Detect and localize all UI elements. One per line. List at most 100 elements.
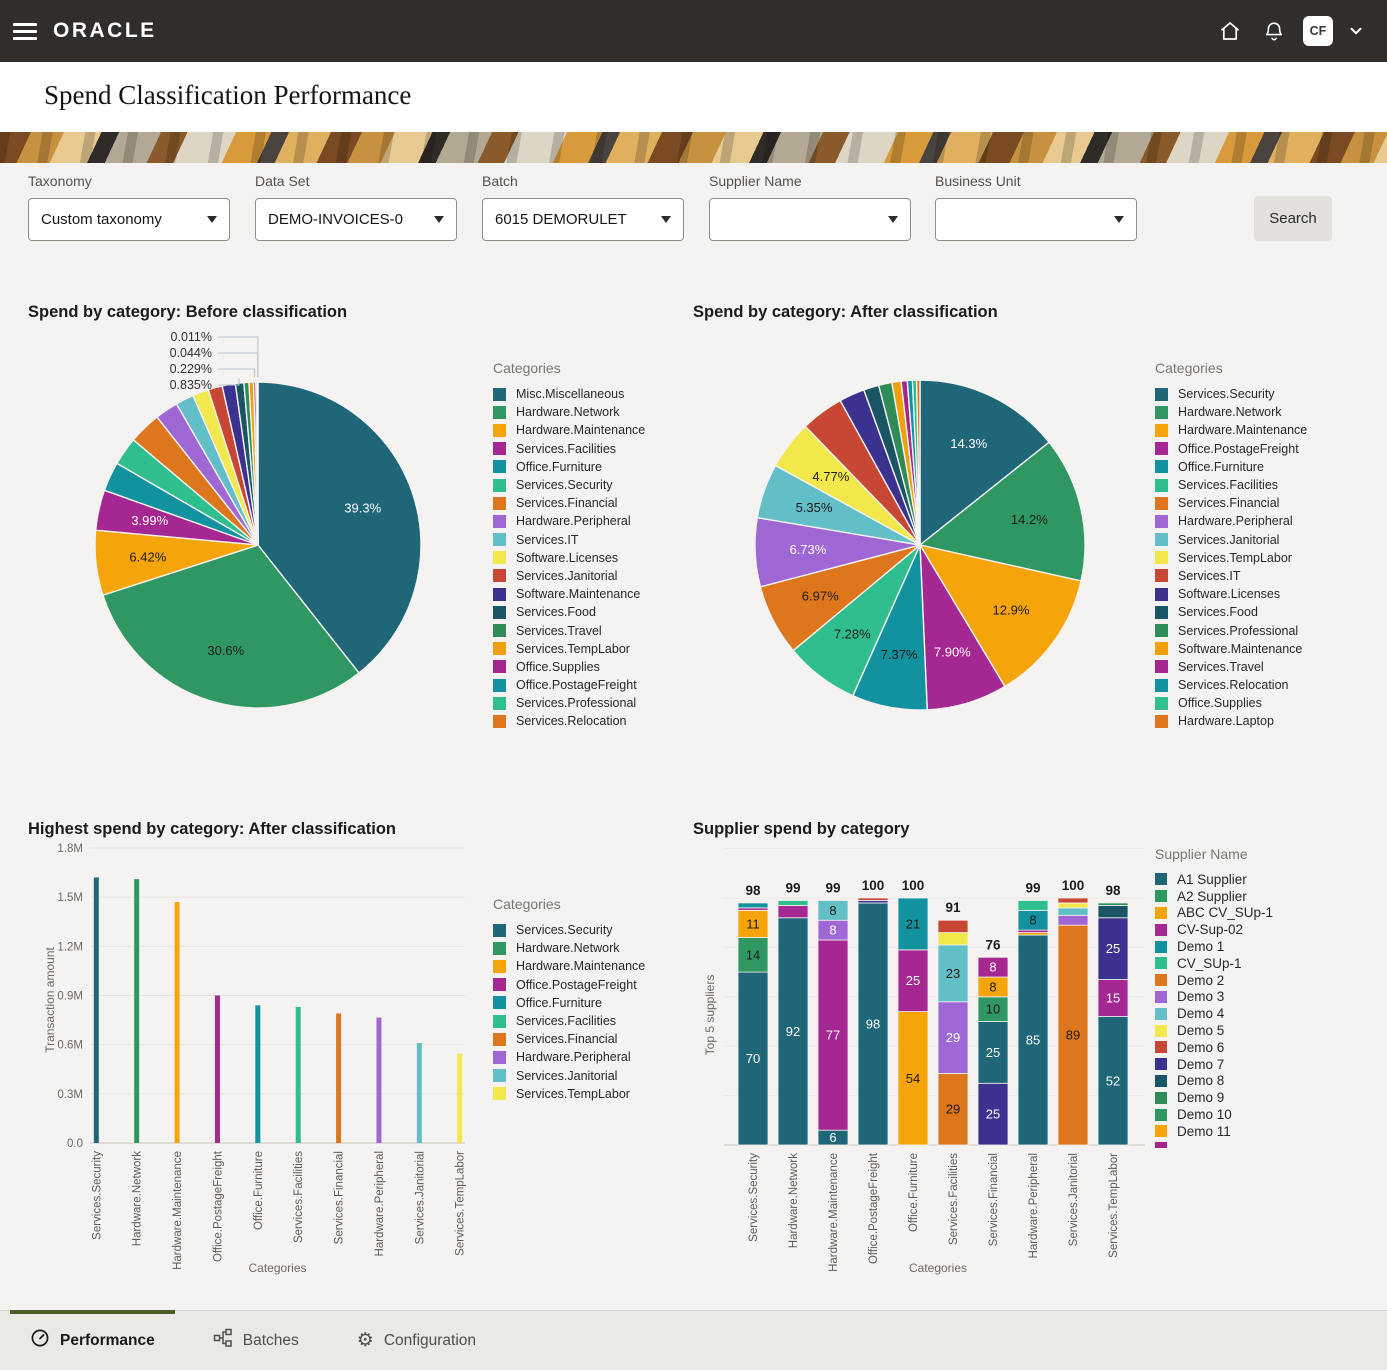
batch-select[interactable]: 6015 DEMORULET: [482, 198, 684, 241]
stacked-segment[interactable]: [857, 897, 889, 901]
legend-item[interactable]: Hardware.Maintenance: [493, 957, 708, 975]
stacked-segment[interactable]: [937, 919, 969, 933]
stacked-segment[interactable]: [777, 917, 809, 1146]
legend-item[interactable]: Demo 2: [1155, 972, 1370, 989]
legend-item[interactable]: Hardware.Network: [493, 939, 708, 957]
legend-item[interactable]: Services.Janitorial: [1155, 531, 1370, 549]
legend-item[interactable]: Services.Janitorial: [493, 567, 708, 585]
bar[interactable]: [376, 1017, 382, 1143]
notifications-bell-icon[interactable]: [1259, 16, 1289, 46]
legend-item[interactable]: CV_SUp-1: [1155, 955, 1370, 972]
legend-item[interactable]: Services.Relocation: [1155, 676, 1370, 694]
stacked-segment[interactable]: [977, 956, 1009, 978]
legend-item[interactable]: Misc.Miscellaneous: [493, 385, 708, 403]
legend-item[interactable]: Services.IT: [493, 531, 708, 549]
pie-slice[interactable]: [915, 379, 921, 546]
legend-item[interactable]: A1 Supplier: [1155, 871, 1370, 888]
pie-slice[interactable]: [918, 543, 1082, 688]
legend-item[interactable]: Demo 8: [1155, 1073, 1370, 1090]
bar[interactable]: [214, 995, 220, 1144]
legend-item[interactable]: Office.Furniture: [493, 458, 708, 476]
legend-item[interactable]: Demo 1: [1155, 938, 1370, 955]
bar[interactable]: [134, 879, 140, 1143]
pie-slice[interactable]: [919, 379, 1051, 547]
legend-item[interactable]: A2 Supplier: [1155, 888, 1370, 905]
legend-item[interactable]: Office.Furniture: [493, 994, 708, 1012]
data-set-select[interactable]: DEMO-INVOICES-0: [255, 198, 457, 241]
legend-item[interactable]: CV-Sup-02: [1155, 921, 1370, 938]
stacked-segment[interactable]: [737, 902, 769, 909]
legend-item[interactable]: Software.Licenses: [1155, 585, 1370, 603]
stacked-segment[interactable]: [737, 909, 769, 938]
legend-item[interactable]: Hardware.Maintenance: [493, 421, 708, 439]
legend-item[interactable]: Hardware.Laptop: [1155, 712, 1370, 730]
legend-item[interactable]: Demo 9: [1155, 1089, 1370, 1106]
legend-item[interactable]: Services.Security: [493, 476, 708, 494]
legend-item[interactable]: Hardware.Maintenance: [1155, 421, 1370, 439]
legend-item[interactable]: Services.Relocation: [493, 712, 708, 730]
stacked-segment[interactable]: [777, 900, 809, 906]
stacked-segment[interactable]: [1097, 902, 1129, 906]
home-icon[interactable]: [1215, 16, 1245, 46]
legend-item[interactable]: Services.TempLabor: [1155, 549, 1370, 567]
stacked-segment[interactable]: [1057, 897, 1089, 904]
legend-item[interactable]: Hardware.Peripheral: [493, 1048, 708, 1066]
legend-item[interactable]: Services.Facilities: [493, 440, 708, 458]
stacked-segment[interactable]: [737, 937, 769, 973]
pie-slice[interactable]: [918, 441, 1086, 582]
taxonomy-select[interactable]: Custom taxonomy: [28, 198, 230, 241]
business-unit-select[interactable]: [935, 198, 1137, 241]
legend-item[interactable]: Office.PostageFreight: [493, 676, 708, 694]
stacked-segment[interactable]: [1017, 900, 1049, 911]
legend-item[interactable]: Hardware.Network: [493, 403, 708, 421]
legend-item[interactable]: Hardware.Network: [1155, 403, 1370, 421]
legend-item[interactable]: Demo 10: [1155, 1106, 1370, 1123]
legend-item[interactable]: [1155, 1140, 1370, 1148]
legend-item[interactable]: Services.Professional: [493, 694, 708, 712]
legend-item[interactable]: Services.Financial: [493, 1030, 708, 1048]
supplier-name-select[interactable]: [709, 198, 911, 241]
legend-item[interactable]: Office.Furniture: [1155, 458, 1370, 476]
pie-slice[interactable]: [257, 381, 422, 674]
stacked-segment[interactable]: [1097, 917, 1129, 980]
stacked-segment[interactable]: [977, 996, 1009, 1022]
bar[interactable]: [174, 902, 180, 1143]
tab-performance[interactable]: Performance: [10, 1310, 175, 1370]
legend-item[interactable]: Services.TempLabor: [493, 1085, 708, 1103]
legend-item[interactable]: Services.Security: [493, 921, 708, 939]
legend-item[interactable]: Software.Maintenance: [1155, 640, 1370, 658]
pie-slice[interactable]: [102, 544, 360, 709]
search-button[interactable]: Search: [1254, 196, 1332, 241]
hamburger-menu-icon[interactable]: [13, 22, 37, 40]
stacked-segment[interactable]: [737, 971, 769, 1146]
tab-configuration[interactable]: ⚙ Configuration: [337, 1311, 496, 1370]
legend-item[interactable]: ABC CV_SUp-1: [1155, 905, 1370, 922]
legend-item[interactable]: Demo 7: [1155, 1056, 1370, 1073]
stacked-segment[interactable]: [777, 905, 809, 919]
legend-item[interactable]: Software.Maintenance: [493, 585, 708, 603]
stacked-segment[interactable]: [1057, 902, 1089, 909]
stacked-segment[interactable]: [817, 900, 849, 921]
tab-batches[interactable]: Batches: [193, 1311, 319, 1370]
stacked-segment[interactable]: [937, 932, 969, 946]
legend-item[interactable]: Demo 4: [1155, 1005, 1370, 1022]
bar[interactable]: [295, 1006, 301, 1143]
bar[interactable]: [416, 1043, 422, 1143]
legend-item[interactable]: Services.Food: [1155, 603, 1370, 621]
legend-item[interactable]: Services.Facilities: [493, 1012, 708, 1030]
legend-item[interactable]: Office.PostageFreight: [493, 976, 708, 994]
legend-item[interactable]: Demo 6: [1155, 1039, 1370, 1056]
legend-item[interactable]: Services.Travel: [1155, 658, 1370, 676]
legend-item[interactable]: Services.TempLabor: [493, 640, 708, 658]
legend-item[interactable]: Services.Professional: [1155, 621, 1370, 639]
user-avatar[interactable]: CF: [1303, 16, 1333, 46]
stacked-segment[interactable]: [897, 1011, 929, 1146]
legend-item[interactable]: Demo 3: [1155, 989, 1370, 1006]
legend-item[interactable]: Software.Licenses: [493, 549, 708, 567]
legend-item[interactable]: Hardware.Peripheral: [493, 512, 708, 530]
stacked-segment[interactable]: [937, 944, 969, 1003]
legend-item[interactable]: Office.Supplies: [493, 658, 708, 676]
stacked-segment[interactable]: [1057, 907, 1089, 916]
stacked-segment[interactable]: [1097, 905, 1129, 919]
legend-item[interactable]: Hardware.Peripheral: [1155, 512, 1370, 530]
